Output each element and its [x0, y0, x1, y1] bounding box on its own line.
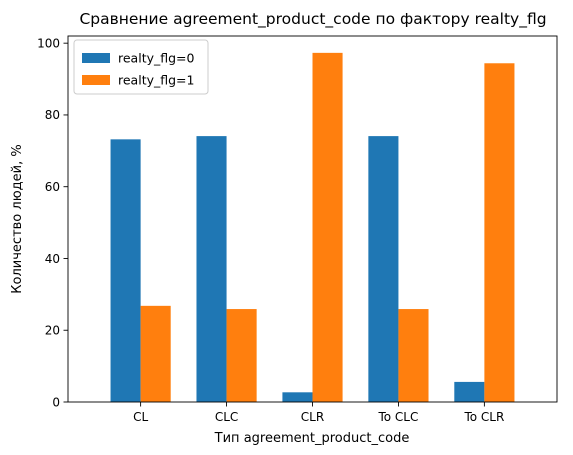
x-tick-label: CL [133, 410, 148, 424]
plot-frame [67, 35, 558, 403]
legend-swatch-1 [82, 75, 110, 85]
x-tick-label: CLC [215, 410, 238, 424]
legend-swatch-0 [82, 53, 110, 63]
x-tick-label: CLR [301, 410, 324, 424]
x-tick-label: To CLC [377, 410, 418, 424]
y-axis-label: Количество людей, % [10, 144, 25, 293]
bar-series-1-to-clc [398, 309, 429, 402]
y-tick-label: 40 [45, 252, 60, 266]
chart-title: Сравнение agreement_product_code по факт… [79, 10, 546, 29]
bar-series-0-clr [282, 392, 313, 402]
legend: realty_flg=0 realty_flg=1 [73, 39, 209, 95]
y-tick-label: 20 [45, 324, 60, 338]
bar-series-0-clc [196, 136, 227, 403]
bar-series-1-clr [312, 52, 343, 403]
legend-label-0: realty_flg=0 [118, 51, 195, 66]
y-axis-ticks: 0 20 40 60 80 100 [37, 36, 68, 409]
y-tick-label: 60 [45, 180, 60, 194]
bar-series-0-to-clc [368, 136, 399, 403]
y-tick-label: 80 [45, 108, 60, 122]
bar-series-0-to-clr [454, 381, 485, 402]
legend-label-1: realty_flg=1 [118, 73, 194, 88]
x-axis-label: Тип agreement_product_code [214, 431, 410, 446]
bar-series-1-cl [140, 305, 171, 402]
bar-series-1-clc [226, 309, 257, 402]
bars-group [110, 52, 515, 403]
y-tick-label: 0 [52, 395, 60, 409]
bar-series-0-cl [110, 139, 141, 402]
bar-series-1-to-clr [484, 63, 515, 403]
x-tick-label: To CLR [463, 410, 504, 424]
x-axis-ticks: CL CLC CLR To CLC To CLR [133, 402, 504, 424]
y-tick-label: 100 [37, 36, 60, 50]
